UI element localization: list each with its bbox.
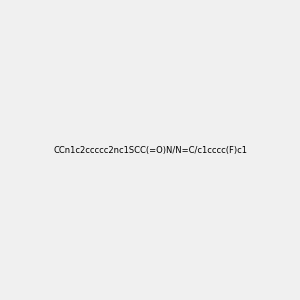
Text: CCn1c2ccccc2nc1SCC(=O)N/N=C/c1cccc(F)c1: CCn1c2ccccc2nc1SCC(=O)N/N=C/c1cccc(F)c1 — [53, 146, 247, 154]
